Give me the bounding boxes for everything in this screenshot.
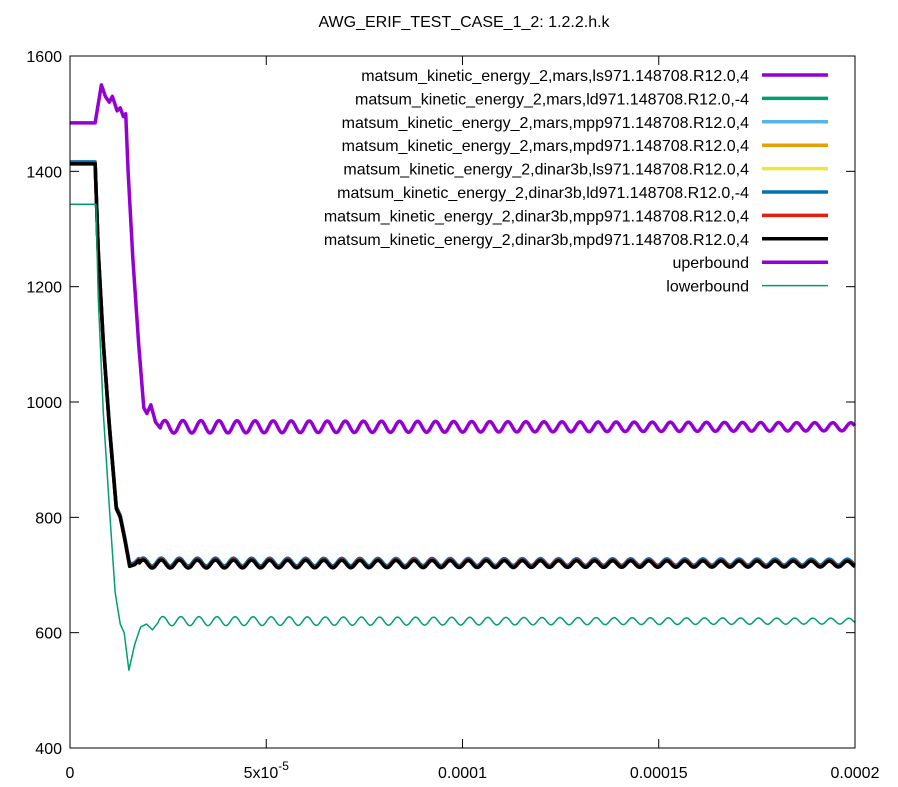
legend-label-8: matsum_kinetic_energy_2,dinar3b,mpd971.1… xyxy=(324,232,749,249)
chart-title: AWG_ERIF_TEST_CASE_1_2: 1.2.2.h.k xyxy=(318,14,610,31)
y-tick-label: 800 xyxy=(35,510,62,527)
legend-label-2: matsum_kinetic_energy_2,mars,ld971.14870… xyxy=(355,91,749,108)
legend-label-1: matsum_kinetic_energy_2,mars,ls971.14870… xyxy=(361,68,749,85)
legend-label-9: uperbound xyxy=(672,255,749,272)
legend-label-4: matsum_kinetic_energy_2,mars,mpd971.1487… xyxy=(342,138,749,155)
y-tick-label: 1000 xyxy=(26,395,62,412)
legend-label-5: matsum_kinetic_energy_2,dinar3b,ls971.14… xyxy=(343,162,749,179)
x-tick-label: 0.0001 xyxy=(438,765,487,782)
y-tick-label: 1600 xyxy=(26,49,62,66)
y-tick-label: 600 xyxy=(35,626,62,643)
x-tick-label: 0.00015 xyxy=(630,765,688,782)
legend-label-7: matsum_kinetic_energy_2,dinar3b,mpp971.1… xyxy=(324,208,749,225)
series-line-10 xyxy=(70,204,855,670)
plot-frame xyxy=(70,56,855,748)
legend-label-6: matsum_kinetic_energy_2,dinar3b,ld971.14… xyxy=(337,185,749,202)
legend: matsum_kinetic_energy_2,mars,ls971.14870… xyxy=(324,68,828,296)
y-tick-label: 400 xyxy=(35,741,62,758)
x-tick-label: 5x10-5 xyxy=(244,759,290,782)
x-tick-label: 0.0002 xyxy=(831,765,880,782)
y-tick-label: 1400 xyxy=(26,164,62,181)
y-tick-label: 1200 xyxy=(26,280,62,297)
legend-label-3: matsum_kinetic_energy_2,mars,mpp971.1487… xyxy=(342,115,749,132)
x-tick-label: 0 xyxy=(66,765,75,782)
legend-label-10: lowerbound xyxy=(666,279,749,296)
